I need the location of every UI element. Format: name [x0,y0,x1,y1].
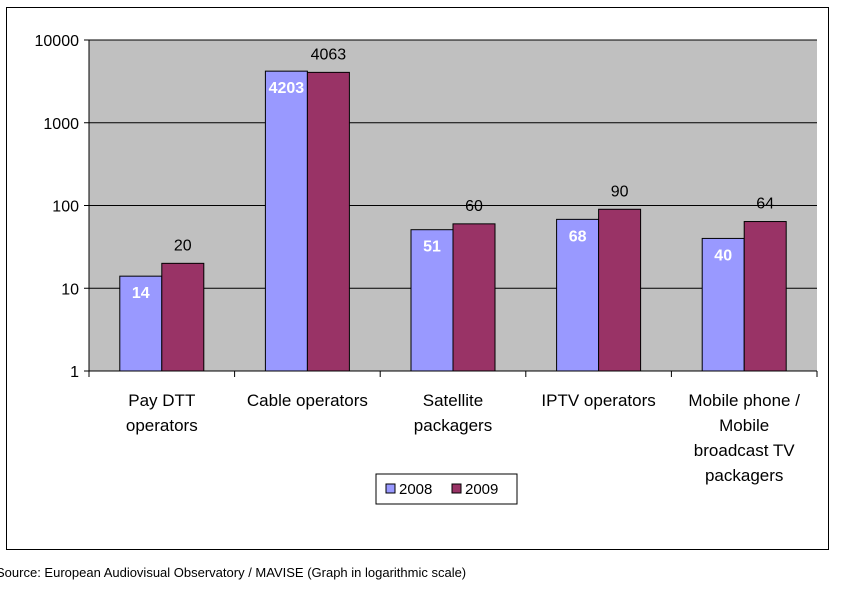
x-category-label: IPTV operators [541,391,655,410]
legend-label-2009: 2009 [465,481,498,498]
bar-2009 [743,221,787,372]
data-label: 68 [569,228,587,245]
bar-2009 [598,208,642,372]
bar-chart: 1 10 100 1000 10000 14 20 Pay DTT operators 4203 4… [35,33,818,505]
legend-swatch-2008 [385,483,396,494]
legend-box [375,473,518,505]
bar-2008 [119,275,163,372]
legend-label-2008: 2008 [399,481,432,498]
x-category-label: packagers [705,466,783,485]
data-label: 40 [714,247,732,264]
bar-2008 [556,218,600,372]
source-note: Source: European Audiovisual Observatory… [0,565,467,580]
data-label: 51 [423,239,441,256]
data-label: 4063 [311,46,347,63]
x-category-label: Mobile [719,416,769,435]
x-category-label: Cable operators [247,391,368,410]
bar-2009 [452,223,496,372]
x-category-label: packagers [414,416,492,435]
bar-2008 [264,70,308,372]
y-tick-label: 100 [52,199,79,216]
y-tick-label: 1 [70,364,79,381]
bar-2008 [410,229,454,372]
legend-swatch-2009 [451,483,462,494]
x-category-label: Satellite [423,391,483,410]
data-label: 60 [465,198,483,215]
bar-2009 [161,262,205,372]
bar-2009 [306,71,350,372]
x-category-label: operators [126,416,198,435]
data-label: 90 [611,183,629,200]
x-category-label: broadcast TV [694,441,795,460]
data-label: 20 [174,237,192,254]
y-tick-label: 10000 [35,33,80,50]
chart-frame [6,7,829,550]
data-label: 14 [132,285,150,302]
data-label: 64 [756,196,774,213]
y-tick-label: 1000 [43,116,79,133]
y-tick-label: 10 [61,281,79,298]
data-label: 4203 [269,80,305,97]
x-category-label: Mobile phone / [688,391,800,410]
x-category-label: Pay DTT [128,391,195,410]
